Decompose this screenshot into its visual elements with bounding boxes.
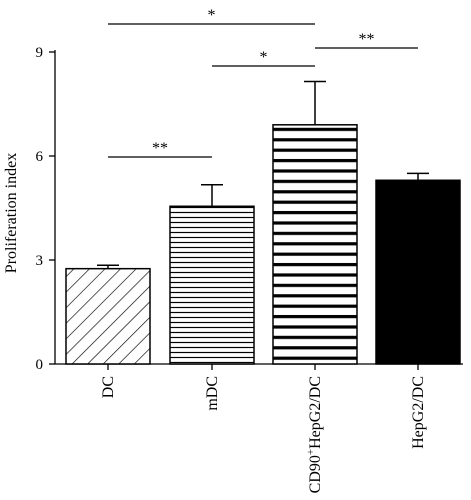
bar — [169, 205, 255, 365]
x-tick-label: HepG2/DC — [410, 376, 427, 449]
y-axis-title: Proliferation index — [3, 153, 20, 273]
y-tick-label: 9 — [36, 45, 44, 61]
x-tick-label: DC — [100, 376, 117, 398]
y-tick-label: 6 — [36, 149, 44, 165]
y-tick-label: 0 — [36, 357, 44, 373]
bars — [65, 80, 461, 365]
bar — [65, 267, 151, 365]
bar — [375, 179, 461, 365]
y-tick-label: 3 — [36, 253, 44, 269]
significance-label: * — [208, 7, 216, 24]
significance-label: ** — [152, 140, 168, 157]
bar — [272, 124, 358, 365]
significance-brackets: ****** — [108, 7, 418, 158]
significance-label: ** — [359, 31, 375, 48]
x-tick-label: CD90+HepG2/DC — [305, 376, 324, 493]
x-tick-label: mDC — [204, 376, 221, 411]
category-labels: DC mDC CD90+HepG2/DC HepG2/DC — [100, 376, 427, 493]
significance-label: * — [260, 49, 268, 66]
